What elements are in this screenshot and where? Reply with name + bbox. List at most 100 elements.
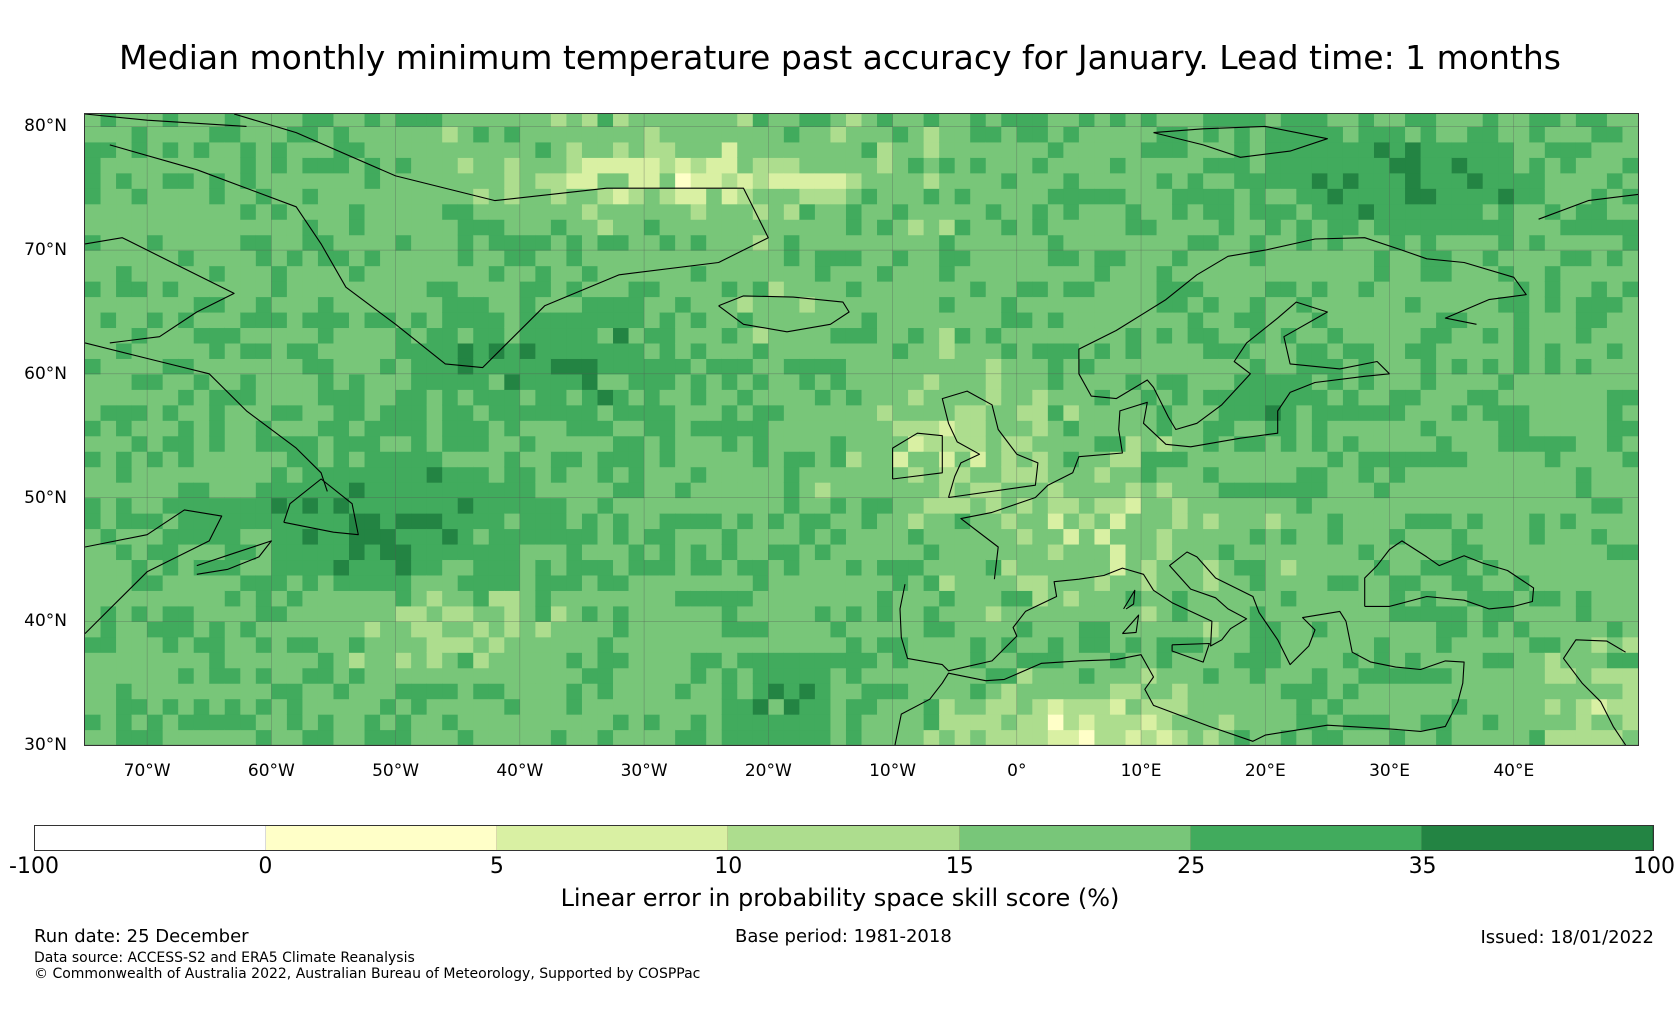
- grid-cell: [1327, 250, 1344, 267]
- grid-cell: [939, 435, 956, 452]
- grid-cell: [877, 234, 894, 251]
- grid-cell: [737, 714, 754, 731]
- grid-cell: [1016, 141, 1033, 158]
- grid-cell: [255, 528, 272, 545]
- grid-cell: [628, 126, 645, 143]
- grid-cell: [752, 605, 769, 622]
- grid-cell: [1109, 729, 1127, 745]
- grid-cell: [954, 729, 971, 745]
- grid-cell: [675, 667, 692, 684]
- grid-cell: [1016, 714, 1033, 731]
- grid-cell: [721, 141, 738, 158]
- grid-cell: [1529, 683, 1546, 700]
- grid-cell: [426, 528, 443, 545]
- grid-cell: [209, 311, 226, 329]
- grid-cell: [1078, 373, 1096, 390]
- grid-cell: [1047, 698, 1064, 715]
- grid-cell: [1063, 482, 1080, 499]
- grid-cell: [675, 590, 692, 607]
- grid-cell: [752, 296, 769, 313]
- grid-cell: [1141, 358, 1158, 375]
- grid-cell: [426, 172, 443, 189]
- grid-cell: [737, 172, 754, 189]
- grid-cell: [1094, 265, 1111, 282]
- grid-cell: [395, 698, 412, 715]
- grid-cell: [597, 404, 614, 421]
- grid-cell: [380, 667, 397, 684]
- grid-cell: [939, 420, 956, 437]
- grid-cell: [783, 513, 800, 530]
- grid-cell: [737, 342, 754, 359]
- grid-cell: [395, 157, 412, 174]
- grid-cell: [799, 234, 816, 251]
- grid-cell: [1047, 157, 1064, 174]
- grid-cell: [1606, 358, 1624, 375]
- grid-cell: [1327, 513, 1344, 530]
- grid-cell: [1467, 126, 1484, 143]
- grid-cell: [333, 698, 350, 715]
- grid-cell: [426, 466, 443, 483]
- grid-cell: [178, 466, 195, 483]
- grid-cell: [302, 528, 319, 545]
- grid-cell: [317, 621, 335, 638]
- grid-cell: [659, 482, 676, 499]
- grid-cell: [1203, 157, 1220, 174]
- grid-cell: [1156, 141, 1173, 158]
- grid-cell: [985, 435, 1002, 452]
- grid-cell: [131, 342, 148, 359]
- grid-cell: [845, 683, 863, 700]
- grid-cell: [690, 714, 707, 731]
- grid-cell: [628, 141, 645, 158]
- grid-cell: [286, 621, 304, 638]
- grid-cell: [240, 311, 257, 329]
- grid-cell: [970, 358, 987, 375]
- grid-cell: [581, 528, 599, 545]
- grid-cell: [783, 435, 800, 452]
- grid-cell: [1063, 296, 1080, 313]
- grid-cell: [675, 451, 692, 468]
- grid-cell: [178, 667, 195, 684]
- grid-cell: [1482, 420, 1499, 437]
- grid-cell: [1606, 605, 1624, 622]
- grid-cell: [613, 574, 630, 591]
- grid-cell: [1405, 373, 1422, 390]
- grid-cell: [1203, 652, 1220, 669]
- grid-cell: [1234, 234, 1251, 251]
- grid-cell: [457, 667, 474, 684]
- grid-cell: [581, 482, 599, 499]
- grid-cell: [970, 513, 987, 530]
- grid-cell: [349, 203, 366, 220]
- grid-cell: [1016, 420, 1033, 437]
- grid-cell: [1389, 327, 1406, 344]
- grid-cell: [1187, 574, 1204, 591]
- grid-cell: [1094, 358, 1111, 375]
- grid-cell: [659, 281, 676, 298]
- grid-cell: [613, 729, 630, 745]
- grid-cell: [131, 281, 148, 298]
- grid-cell: [1156, 188, 1173, 205]
- grid-cell: [814, 126, 832, 143]
- grid-cell: [644, 420, 661, 437]
- grid-cell: [908, 451, 925, 468]
- grid-cell: [1606, 698, 1624, 715]
- grid-cell: [1218, 203, 1235, 220]
- grid-cell: [1482, 574, 1499, 591]
- grid-cell: [271, 141, 288, 158]
- grid-cell: [1078, 559, 1096, 576]
- grid-cell: [1591, 497, 1608, 514]
- grid-cell: [85, 683, 102, 700]
- grid-cell: [783, 296, 800, 313]
- grid-cell: [1358, 590, 1375, 607]
- grid-cell: [1125, 435, 1142, 452]
- grid-cell: [908, 513, 925, 530]
- grid-cell: [628, 466, 645, 483]
- grid-cell: [1513, 311, 1530, 329]
- grid-cell: [1405, 114, 1422, 127]
- grid-cell: [783, 698, 800, 715]
- grid-cell: [1606, 342, 1624, 359]
- grid-cell: [597, 574, 614, 591]
- grid-cell: [504, 327, 521, 344]
- grid-cell: [721, 250, 738, 267]
- grid-cell: [659, 652, 676, 669]
- grid-cell: [1203, 466, 1220, 483]
